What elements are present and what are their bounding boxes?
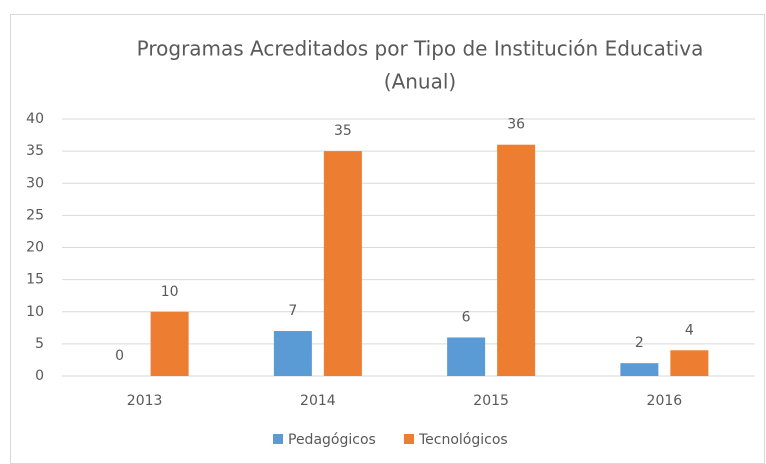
x-tick-label: 2014 — [300, 393, 336, 409]
y-tick-label: 35 — [26, 143, 44, 159]
y-tick-label: 25 — [26, 207, 44, 223]
bar — [447, 337, 486, 376]
chart-title: (Anual) — [384, 70, 456, 94]
y-tick-label: 10 — [26, 304, 44, 320]
data-label: 0 — [115, 348, 124, 364]
data-label: 10 — [161, 284, 179, 300]
chart-title: Programas Acreditados por Tipo de Instit… — [137, 37, 704, 61]
data-label: 36 — [507, 117, 525, 133]
x-tick-label: 2016 — [647, 393, 683, 409]
y-tick-label: 40 — [26, 111, 44, 127]
legend-swatch — [273, 434, 283, 444]
data-label: 6 — [462, 309, 471, 325]
bar — [620, 363, 659, 376]
x-tick-label: 2015 — [473, 393, 509, 409]
bar — [670, 350, 709, 376]
data-label: 4 — [685, 322, 694, 338]
legend-label: Tecnológicos — [418, 432, 508, 448]
y-tick-label: 15 — [26, 272, 44, 288]
legend-swatch — [404, 434, 414, 444]
data-label: 2 — [635, 335, 644, 351]
y-tick-label: 30 — [26, 175, 44, 191]
legend-label: Pedagógicos — [288, 432, 376, 448]
data-label: 7 — [288, 303, 297, 319]
bar — [323, 151, 362, 376]
y-tick-label: 20 — [26, 240, 44, 256]
bar — [273, 331, 312, 376]
data-label: 35 — [334, 123, 352, 139]
y-tick-label: 5 — [35, 336, 44, 352]
chart-frame — [10, 14, 765, 464]
bar — [150, 311, 189, 376]
bar — [497, 144, 536, 376]
y-tick-label: 0 — [35, 368, 44, 384]
x-tick-label: 2013 — [127, 393, 163, 409]
